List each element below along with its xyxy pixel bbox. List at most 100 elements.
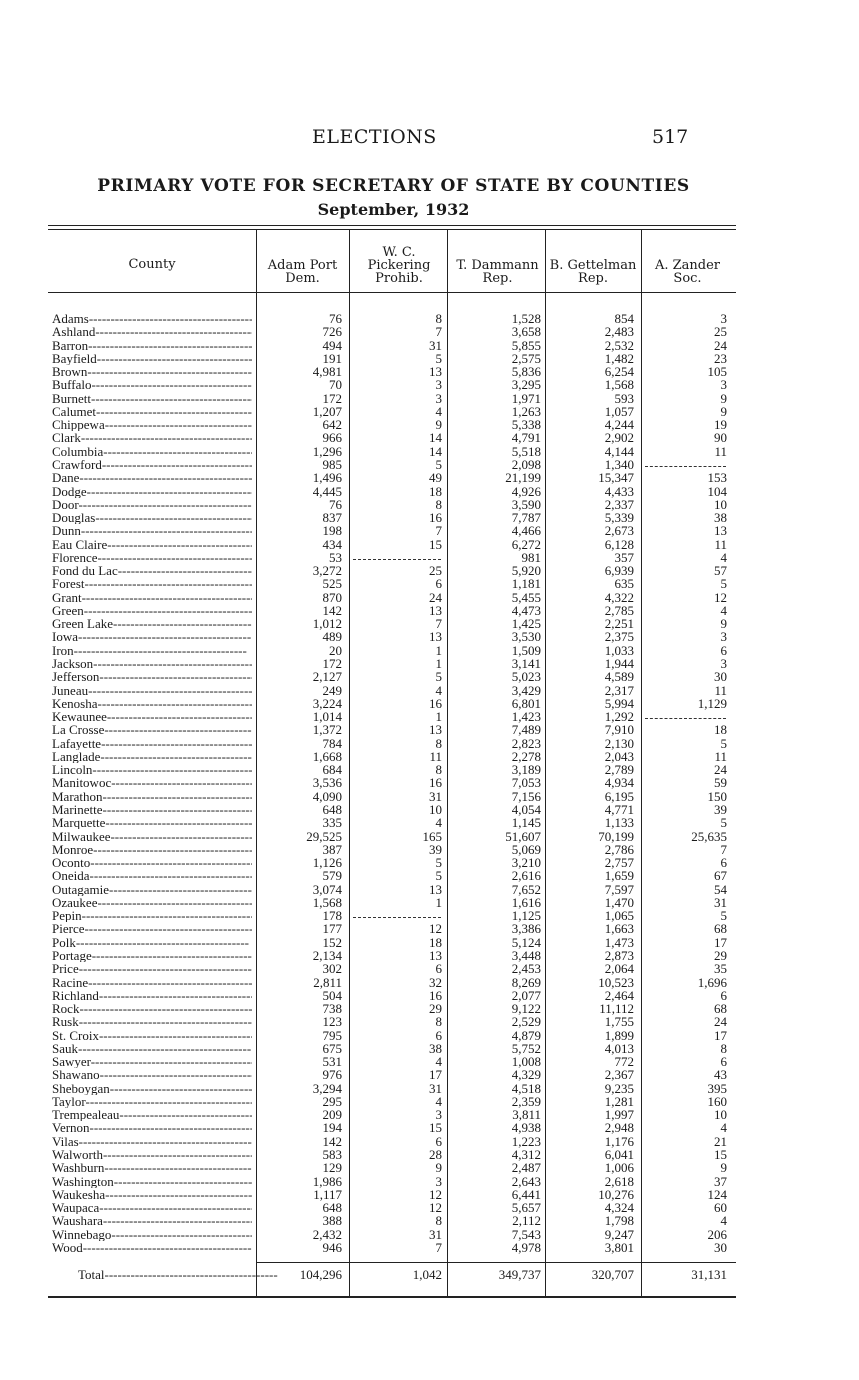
county-name: Buffalo---------------------------------… <box>52 378 252 392</box>
county-name: Marquette-------------------------------… <box>52 816 252 830</box>
vote-count: 11 <box>714 748 727 764</box>
vote-count: 738 <box>322 1001 343 1017</box>
county-name: Outagamie-------------------------------… <box>52 882 252 896</box>
vote-count: 4 <box>435 403 443 419</box>
table-row: Dodge-----------------------------------… <box>48 485 736 498</box>
table-row: Pepin-----------------------------------… <box>48 909 736 922</box>
header-rule-top <box>48 225 736 226</box>
vote-count: 434 <box>322 536 343 552</box>
table-row: Vilas-----------------------------------… <box>48 1135 736 1148</box>
vote-count: 635 <box>614 576 635 592</box>
vote-count: 1,117 <box>313 1186 342 1202</box>
vote-count: 31 <box>429 1080 442 1096</box>
table-row: Jefferson-------------------------------… <box>48 670 736 683</box>
vote-count: 49 <box>429 470 442 486</box>
table-row: Fond du Lac-----------------------------… <box>48 564 736 577</box>
table-row: Marquette-------------------------------… <box>48 816 736 829</box>
vote-count: 123 <box>322 1014 343 1030</box>
county-name: Sheboygan-------------------------------… <box>52 1081 252 1095</box>
table-row: Green Lake------------------------------… <box>48 617 736 630</box>
vote-count: 837 <box>322 510 343 526</box>
table-row: Grant-----------------------------------… <box>48 591 736 604</box>
vote-count: 3,658 <box>511 324 541 340</box>
county-name: Ozaukee---------------------------------… <box>52 895 252 909</box>
county-name: Door------------------------------------… <box>52 497 252 511</box>
vote-count: 2,618 <box>604 1173 634 1189</box>
table-row: La Crosse-------------------------------… <box>48 723 736 736</box>
column-divider <box>641 230 642 1296</box>
vote-count: 1,755 <box>604 1014 634 1030</box>
vote-count: 8,269 <box>511 974 541 990</box>
vote-count: 795 <box>322 1027 343 1043</box>
vote-count: 3,801 <box>604 1239 634 1255</box>
table-row: Taylor----------------------------------… <box>48 1095 736 1108</box>
vote-count: 1,668 <box>312 748 342 764</box>
vote-count: 7,910 <box>604 722 634 738</box>
vote-count: 25 <box>714 324 727 340</box>
vote-count: 29,525 <box>306 828 342 844</box>
county-name: Chippewa--------------------------------… <box>52 418 252 432</box>
vote-count: 531 <box>322 1054 343 1070</box>
vote-count: 870 <box>322 589 343 605</box>
table-row: Buffalo---------------------------------… <box>48 378 736 391</box>
table-row: Manitowoc-------------------------------… <box>48 776 736 789</box>
county-name: St. Croix-------------------------------… <box>52 1028 252 1042</box>
table-row: Barron----------------------------------… <box>48 339 736 352</box>
vote-count: 13 <box>429 722 442 738</box>
vote-count: 7,053 <box>511 775 541 791</box>
county-name: Richland--------------------------------… <box>52 988 252 1002</box>
vote-count: 124 <box>707 1186 728 1202</box>
table-row: Lafayette-------------------------------… <box>48 737 736 750</box>
vote-count: 1,057 <box>604 403 634 419</box>
empty-cell-dash <box>353 551 441 560</box>
vote-count: 388 <box>322 1213 343 1229</box>
vote-count: 24 <box>429 589 442 605</box>
county-name: Sawyer----------------------------------… <box>52 1055 252 1069</box>
vote-count: 684 <box>322 762 343 778</box>
vote-count: 7,489 <box>511 722 541 738</box>
vote-count: 675 <box>322 1040 343 1056</box>
vote-count: 13 <box>714 523 727 539</box>
table-row: Wood------------------------------------… <box>48 1241 736 1254</box>
table-row: Kewaunee--------------------------------… <box>48 710 736 723</box>
vote-count: 7,156 <box>511 788 541 804</box>
county-name: Bayfield--------------------------------… <box>52 351 252 365</box>
vote-count: 7 <box>435 1239 443 1255</box>
column-divider <box>349 230 350 1296</box>
county-name: Lafayette-------------------------------… <box>52 736 252 750</box>
vote-count: 2,359 <box>511 1093 541 1109</box>
vote-count: 1,129 <box>697 695 727 711</box>
vote-count: 2,616 <box>511 868 541 884</box>
vote-count: 6,939 <box>604 563 634 579</box>
vote-count: 30 <box>714 1239 727 1255</box>
table-row: Langlade--------------------------------… <box>48 750 736 763</box>
vote-count: 302 <box>322 961 343 977</box>
vote-count: 2,432 <box>312 1226 342 1242</box>
vote-count: 10 <box>714 1107 727 1123</box>
header-rule-bottom <box>48 292 736 293</box>
vote-count: 8 <box>435 1014 443 1030</box>
vote-count: 6,041 <box>604 1147 634 1162</box>
vote-count: 70,199 <box>598 828 634 844</box>
vote-count: 2,134 <box>312 947 342 963</box>
county-name: Marathon--------------------------------… <box>52 789 252 803</box>
vote-count: 784 <box>322 735 343 751</box>
county-name: Iron------------------------------------… <box>52 643 247 657</box>
vote-count: 395 <box>707 1080 728 1096</box>
vote-count: 1,509 <box>511 642 541 658</box>
county-name: Barron----------------------------------… <box>52 338 252 352</box>
vote-count: 4,445 <box>312 483 342 499</box>
vote-count: 9,235 <box>604 1080 634 1096</box>
vote-count: 13 <box>429 364 442 380</box>
vote-count: 6 <box>720 1054 728 1070</box>
vote-count: 946 <box>322 1239 343 1255</box>
vote-count: 249 <box>322 682 343 698</box>
vote-count: 1,425 <box>511 616 541 632</box>
vote-count: 5 <box>720 735 728 751</box>
vote-count: 2,487 <box>511 1160 541 1176</box>
vote-count: 1,012 <box>312 616 342 632</box>
vote-count: 3,295 <box>511 377 541 393</box>
vote-count: 76 <box>329 311 342 326</box>
vote-count: 3,530 <box>511 629 541 645</box>
vote-count: 16 <box>429 695 442 711</box>
